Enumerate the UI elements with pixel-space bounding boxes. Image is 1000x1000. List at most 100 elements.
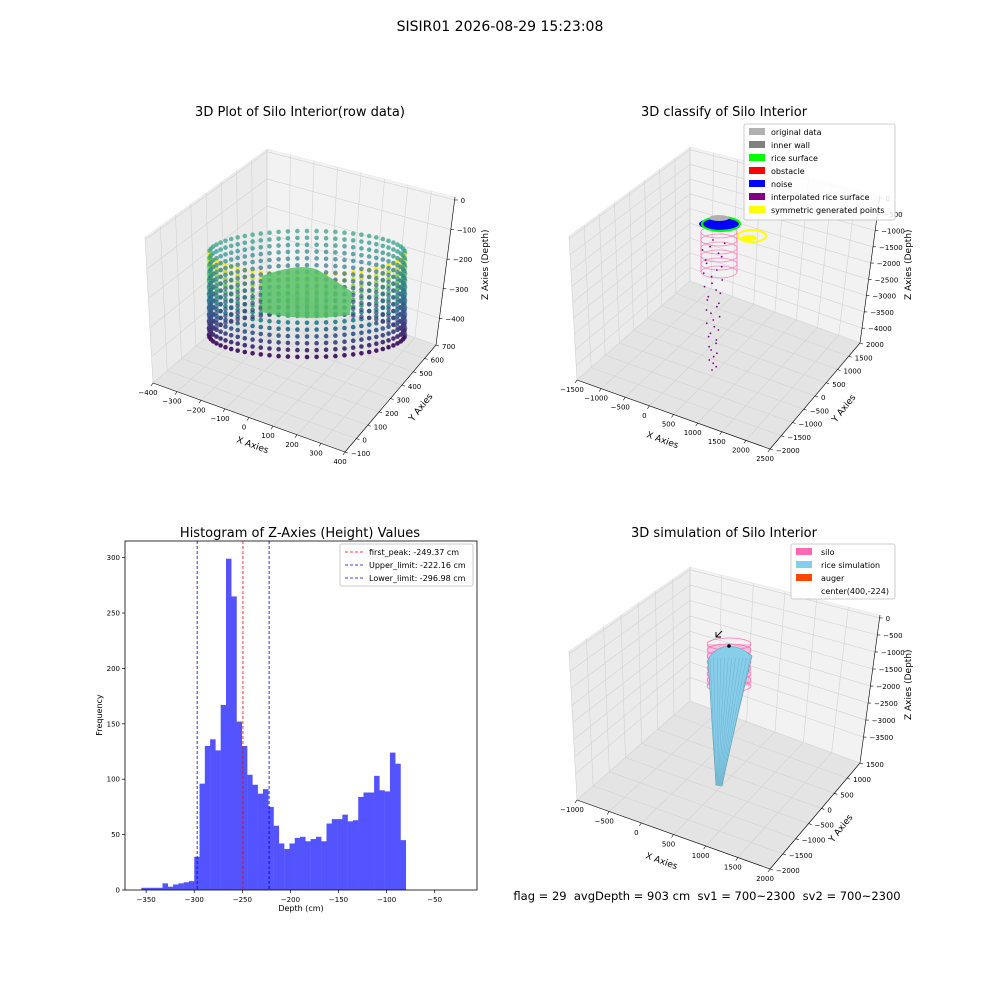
p1-point (235, 269, 240, 274)
histogram-bar (157, 887, 163, 890)
p2-ygrid (598, 213, 606, 356)
p1-point (223, 252, 228, 257)
p1-point (214, 249, 219, 254)
p4-legend-label: rice simulation (821, 561, 880, 570)
p1-point (285, 333, 291, 339)
p1-xtick-mark (318, 443, 322, 447)
p2-ygrid (661, 305, 838, 370)
panel-classify-3d-points (699, 215, 767, 371)
p2-interp-point (716, 269, 718, 271)
p1-point (366, 254, 372, 259)
histogram-bar (315, 836, 322, 890)
panel-classify-3d-ylabel: Y Axies (830, 393, 859, 426)
p4-xgrid (673, 731, 776, 835)
p1-point (395, 317, 400, 323)
p4-zaxis-line (859, 614, 881, 764)
p1-point (359, 273, 364, 279)
p2-interp-point (717, 252, 720, 255)
p1-point (304, 327, 310, 333)
p2-legend-swatch (749, 167, 765, 174)
p1-point (295, 249, 300, 254)
p1-point (386, 300, 391, 305)
p1-point (210, 305, 216, 311)
p1-ygrid (144, 236, 154, 384)
p1-point (223, 286, 228, 291)
p2-ygrid (614, 202, 620, 343)
p1-point (285, 263, 291, 268)
p4-legend-swatch (796, 548, 812, 555)
p1-point (380, 311, 386, 317)
p1-point (242, 308, 248, 314)
p1-point (342, 271, 347, 277)
p1-point (304, 347, 310, 353)
p1-point (267, 332, 272, 338)
p4-xtick-label: −500 (595, 818, 614, 826)
histogram-xlabel: Depth (cm) (278, 904, 323, 913)
p1-point (391, 274, 396, 280)
p4-xtick-mark (639, 822, 642, 827)
p1-point (350, 313, 356, 318)
p2-interp-point (710, 349, 712, 351)
p1-point (366, 267, 372, 273)
p1-point (386, 313, 391, 319)
p1-point (228, 298, 234, 303)
p1-point (295, 228, 300, 234)
p1-point (342, 346, 347, 351)
histogram-bar (247, 774, 253, 890)
p1-point (218, 315, 223, 321)
p1-point (374, 317, 379, 322)
p1-point (366, 308, 372, 314)
p4-xtick-label: 1000 (692, 852, 710, 860)
p1-point (214, 310, 219, 316)
p1-point (228, 305, 234, 310)
panel-classify-3d-legend: original data inner wall rice surface obsta… (743, 123, 896, 221)
p2-ytick-mark (837, 369, 841, 371)
p1-ytick-mark (390, 398, 394, 400)
p2-interp-point (712, 355, 715, 358)
p1-point (210, 244, 216, 249)
p1-point (314, 242, 319, 248)
p1-ytick-label: 400 (408, 383, 421, 391)
histogram-axes-frame (124, 540, 478, 891)
p1-point (386, 238, 391, 244)
p1-ztick-label: −400 (445, 315, 464, 323)
p1-point (380, 270, 386, 276)
p2-ygrid (591, 367, 782, 437)
p1-ygrid (195, 345, 380, 413)
p1-point (295, 263, 300, 268)
panel-simulation-3d-zlabel: Z Axies (Depth) (904, 649, 914, 720)
p2-zgrid (576, 267, 691, 366)
p1-point (250, 252, 255, 258)
p2-interp-point (704, 259, 707, 261)
p1-point (258, 345, 264, 350)
p2-interp-point (712, 239, 714, 241)
p1-point (323, 340, 329, 346)
histogram-xtick-label: −200 (281, 896, 300, 904)
p1-point (218, 308, 223, 314)
p1-point (235, 296, 240, 302)
histogram-legend-label: Lower_limit: -296.98 cm (369, 574, 466, 583)
p1-point (333, 236, 338, 242)
p1-point (395, 255, 400, 261)
p4-ztick-label: −3500 (870, 734, 894, 742)
p1-point (333, 319, 338, 325)
p1-point (258, 324, 264, 330)
p1-point (359, 307, 364, 313)
p1-point (242, 254, 248, 259)
histogram-legend: first_peak: -249.37 cm Upper_limit: -222.… (339, 543, 474, 587)
p2-ygrid (633, 330, 816, 397)
p1-point (374, 348, 379, 353)
p1-point (258, 313, 264, 318)
p4-ytick-label: −2000 (776, 867, 800, 875)
p1-point (374, 334, 379, 340)
p1-point (359, 330, 364, 336)
p1-point (250, 330, 255, 336)
p1-point (359, 280, 364, 285)
p4-xgrid (803, 598, 817, 743)
p1-point (235, 255, 240, 261)
p1-point (359, 337, 364, 342)
p2-ytick-mark (814, 395, 819, 398)
p2-interp-point (716, 352, 718, 355)
panel-simulation-3d-surface (706, 630, 753, 787)
p1-point (210, 251, 216, 256)
